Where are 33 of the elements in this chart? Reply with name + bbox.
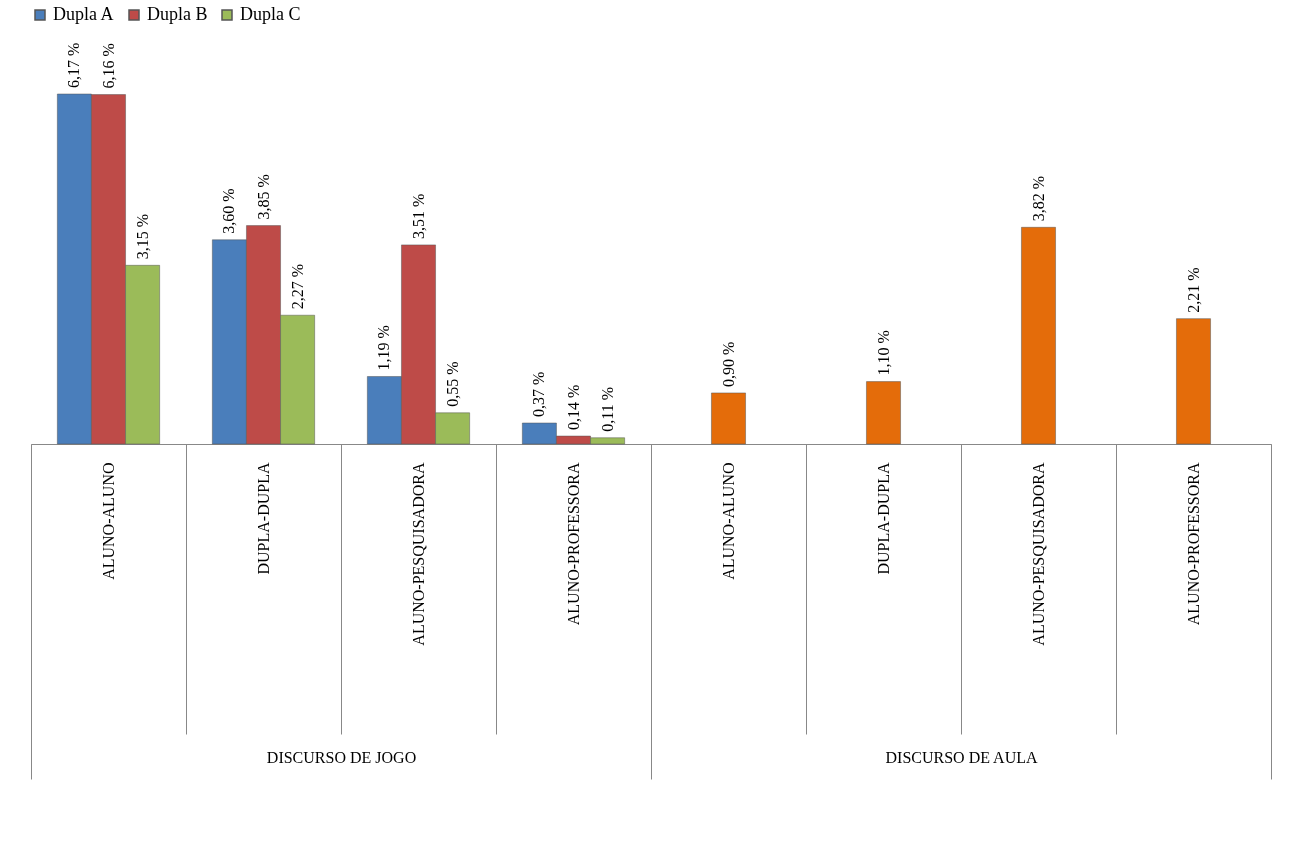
bar [711, 392, 746, 445]
data-label: 1,19 % [375, 325, 393, 371]
text: DISCURSO DE AULA [885, 748, 1038, 766]
data-label: 0,90 % [719, 341, 737, 387]
x-tick-label: DUPLA-DUPLA [875, 462, 892, 575]
x-tick-label: ALUNO-ALUNO [100, 462, 117, 580]
data-label: 6,16 % [99, 43, 117, 89]
x-tick-label: ALUNO-PROFESSORA [565, 462, 582, 626]
legend-label: Dupla B [147, 4, 208, 24]
data-label: 2,27 % [288, 263, 306, 310]
bar [866, 381, 901, 445]
x-tick-label: ALUNO-PROFESSORA [1185, 462, 1202, 626]
legend-label: Dupla A [53, 4, 114, 24]
data-label: 3,51 % [409, 193, 427, 239]
data-label: 0,55 % [443, 361, 461, 407]
legend-label: Dupla C [240, 4, 301, 24]
x-tick-label: ALUNO-PESQUISADORA [410, 462, 427, 646]
data-label: 6,17 % [65, 42, 83, 88]
x-tick-label: ALUNO-ALUNO [720, 462, 737, 580]
data-label: 3,60 % [220, 188, 238, 234]
bar [1176, 318, 1211, 445]
data-label: 0,14 % [564, 384, 582, 431]
x-tick-label: ALUNO-PESQUISADORA [1030, 462, 1047, 646]
data-label: 3,15 % [133, 213, 151, 260]
data-label: 3,85 % [254, 174, 272, 220]
data-label: 0,37 % [530, 371, 548, 418]
data-label: 1,10 % [874, 330, 892, 376]
bar [1021, 227, 1056, 445]
data-label: 3,82 % [1029, 175, 1047, 222]
data-label: 0,11 % [598, 387, 616, 432]
data-label: 2,21 % [1184, 267, 1202, 313]
text: DISCURSO DE JOGO [266, 748, 417, 766]
x-tick-label: DUPLA-DUPLA [255, 462, 272, 575]
